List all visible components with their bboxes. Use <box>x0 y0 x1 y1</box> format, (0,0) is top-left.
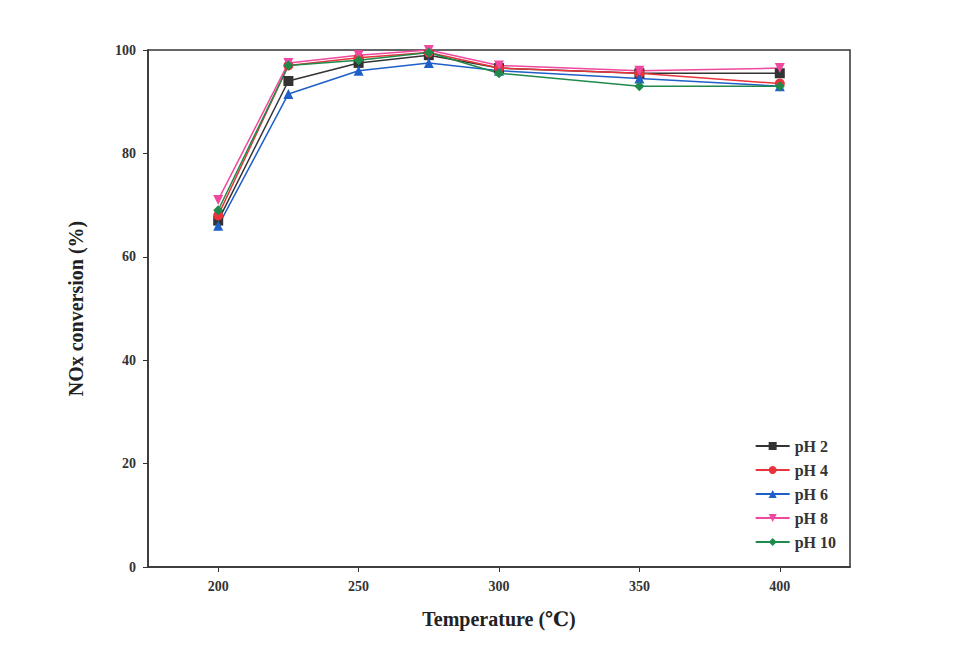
svg-text:pH 4: pH 4 <box>795 462 828 480</box>
svg-text:Temperature (℃): Temperature (℃) <box>422 608 575 631</box>
svg-text:400: 400 <box>769 579 790 594</box>
svg-text:0: 0 <box>129 560 136 575</box>
svg-text:300: 300 <box>489 579 510 594</box>
svg-text:NOx conversion (%): NOx conversion (%) <box>65 221 88 397</box>
svg-text:250: 250 <box>348 579 369 594</box>
svg-text:pH 2: pH 2 <box>795 438 828 456</box>
svg-text:200: 200 <box>208 579 229 594</box>
svg-text:40: 40 <box>122 353 136 368</box>
svg-text:80: 80 <box>122 146 136 161</box>
svg-text:100: 100 <box>115 43 136 58</box>
svg-text:20: 20 <box>122 456 136 471</box>
svg-text:pH 8: pH 8 <box>795 510 828 528</box>
svg-text:60: 60 <box>122 249 136 264</box>
svg-text:pH 6: pH 6 <box>795 486 828 504</box>
svg-text:350: 350 <box>629 579 650 594</box>
svg-text:pH 10: pH 10 <box>795 534 836 552</box>
